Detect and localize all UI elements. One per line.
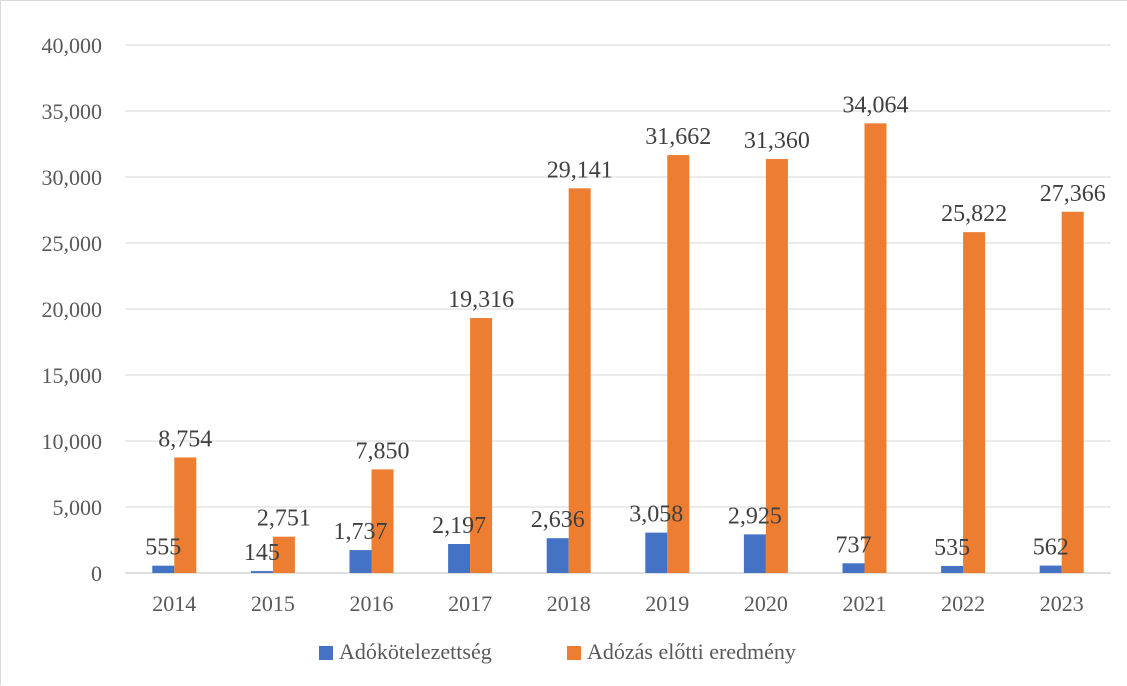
- bar-adokotelezettseg: [645, 532, 668, 573]
- bar-adokotelezettseg: [842, 563, 865, 573]
- x-tick-label: 2021: [843, 591, 887, 616]
- data-label: 2,751: [257, 506, 311, 532]
- x-tick-label: 2019: [645, 591, 689, 616]
- x-tick-label: 2014: [152, 591, 196, 616]
- bar-adokotelezettseg: [152, 565, 175, 573]
- data-label: 2,636: [531, 507, 585, 533]
- data-label: 7,850: [356, 438, 410, 464]
- x-tick-label: 2018: [547, 591, 591, 616]
- y-tick-label: 10,000: [42, 429, 103, 454]
- bars: [152, 123, 1084, 574]
- bar-adokotelezettseg: [448, 543, 471, 573]
- data-label: 25,822: [941, 201, 1007, 227]
- bar-adokotelezettseg: [941, 565, 964, 573]
- legend-item: Adókötelezettség: [319, 639, 492, 664]
- data-label: 555: [145, 535, 181, 561]
- bar-adozas-elotti-eredmeny: [568, 188, 591, 573]
- bar-adozas-elotti-eredmeny: [1061, 211, 1084, 573]
- y-tick-label: 0: [91, 561, 102, 586]
- legend-swatch: [319, 646, 333, 660]
- data-label: 29,141: [547, 157, 613, 183]
- data-label: 19,316: [448, 287, 514, 313]
- legend-label: Adókötelezettség: [339, 639, 492, 664]
- x-tick-label: 2023: [1040, 591, 1084, 616]
- legend-item: Adózás előtti eredmény: [567, 639, 796, 664]
- bar-adozas-elotti-eredmeny: [470, 318, 493, 573]
- data-label: 2,925: [728, 503, 782, 529]
- data-label: 737: [836, 532, 872, 558]
- legend: Adókötelezettség Adózás előtti eredmény: [319, 639, 796, 664]
- data-label: 8,754: [158, 426, 212, 452]
- legend-label: Adózás előtti eredmény: [587, 639, 796, 664]
- x-axis: 2014 2015 2016 2017 2018 2019 2020 2021 2022 2023: [152, 591, 1083, 616]
- data-label: 535: [934, 535, 970, 561]
- data-label: 145: [244, 540, 280, 566]
- y-tick-label: 40,000: [42, 33, 103, 58]
- bar-adozas-elotti-eredmeny: [963, 232, 986, 573]
- y-axis: 0 5,000 10,000 15,000 20,000 25,000 30,000 35,0…: [42, 33, 103, 586]
- x-tick-label: 2016: [350, 591, 394, 616]
- x-tick-label: 2020: [744, 591, 788, 616]
- legend-swatch: [567, 646, 581, 660]
- data-label: 2,197: [432, 513, 486, 539]
- y-tick-label: 20,000: [42, 297, 103, 322]
- bar-adokotelezettseg: [743, 534, 766, 573]
- data-label: 31,360: [744, 128, 810, 154]
- y-tick-label: 35,000: [42, 99, 103, 124]
- y-tick-label: 5,000: [53, 495, 103, 520]
- data-labels: 555 8,754 145 2,751 1,737 7,850 2,197 19,316 2,6…: [145, 92, 1105, 566]
- data-label: 562: [1033, 535, 1069, 561]
- bar-adozas-elotti-eredmeny: [371, 469, 394, 573]
- bar-adozas-elotti-eredmeny: [174, 457, 197, 573]
- bar-adozas-elotti-eredmeny: [765, 159, 788, 573]
- bar-adokotelezettseg: [546, 538, 569, 573]
- data-label: 31,662: [645, 124, 711, 150]
- y-tick-label: 25,000: [42, 231, 103, 256]
- bar-adokotelezettseg: [250, 571, 273, 573]
- y-tick-label: 30,000: [42, 165, 103, 190]
- bar-adokotelezettseg: [349, 550, 372, 573]
- data-label: 3,058: [629, 502, 683, 528]
- x-tick-label: 2022: [941, 591, 985, 616]
- bar-adozas-elotti-eredmeny: [667, 155, 690, 574]
- bar-adozas-elotti-eredmeny: [272, 536, 295, 573]
- bar-adozas-elotti-eredmeny: [864, 123, 887, 574]
- y-tick-label: 15,000: [42, 363, 103, 388]
- data-label: 27,366: [1040, 181, 1106, 207]
- x-tick-label: 2015: [251, 591, 295, 616]
- x-tick-label: 2017: [448, 591, 492, 616]
- data-label: 34,064: [843, 92, 909, 118]
- bar-adokotelezettseg: [1039, 565, 1062, 573]
- gridlines: [125, 44, 1111, 574]
- data-label: 1,737: [334, 519, 388, 545]
